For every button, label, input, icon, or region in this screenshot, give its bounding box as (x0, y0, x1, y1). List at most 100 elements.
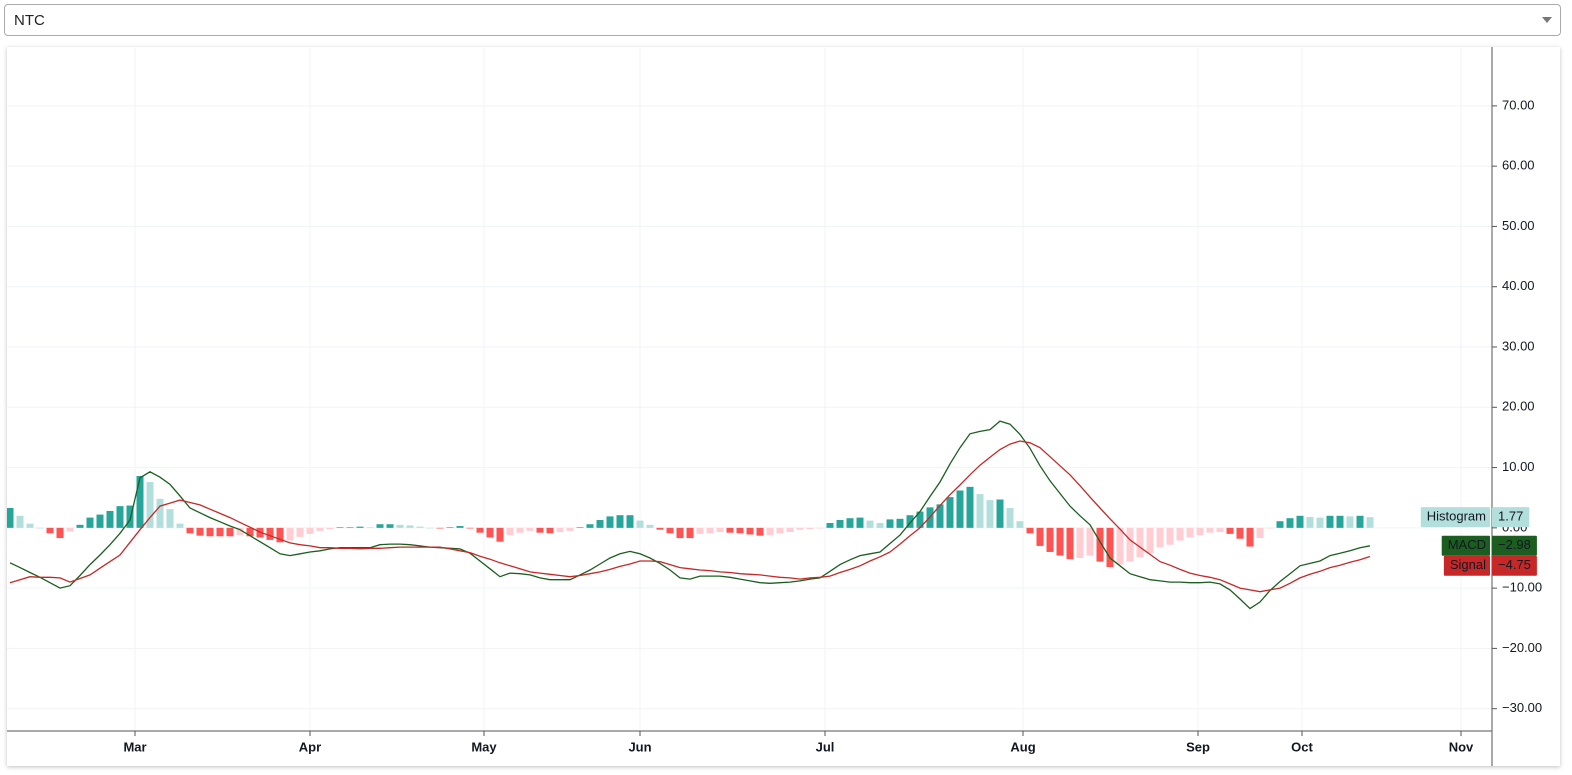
histogram-bar (1306, 516, 1314, 528)
chart: 70.0060.0050.0040.0030.0020.0010.000.00−… (7, 47, 1542, 766)
y-tick-label: 60.00 (1502, 158, 1535, 173)
series-value-box (1492, 555, 1537, 576)
histogram-bar (1316, 517, 1324, 528)
histogram-bar (1326, 515, 1334, 528)
histogram-bar (36, 527, 44, 529)
histogram-bar (1176, 527, 1184, 541)
x-tick-label: Oct (1291, 739, 1313, 754)
histogram-bar (536, 527, 544, 533)
histogram-bar (396, 524, 404, 528)
histogram-bar (136, 476, 144, 528)
histogram-bar (1016, 521, 1024, 528)
chart-card: 70.0060.0050.0040.0030.0020.0010.000.00−… (7, 47, 1560, 766)
histogram-bar (876, 523, 884, 528)
histogram-bar (1126, 527, 1134, 562)
histogram-bar (676, 527, 684, 539)
histogram-bar (486, 527, 494, 538)
y-tick-label: 50.00 (1502, 218, 1535, 233)
histogram-bar (516, 527, 524, 533)
histogram-bar (1006, 507, 1014, 528)
histogram-bar (246, 527, 254, 537)
histogram-bar (626, 515, 634, 528)
histogram-bar (596, 520, 604, 528)
histogram-bar (586, 524, 594, 528)
histogram-bar (76, 524, 84, 528)
last-value-badge: Histogram 1.77 (1420, 507, 1530, 528)
last-value-badge: Signal −4.75 (1443, 555, 1537, 576)
x-tick-label: Sep (1186, 739, 1210, 754)
histogram-bar (1236, 527, 1244, 539)
histogram-bar (1346, 516, 1354, 528)
histogram-bar (636, 520, 644, 528)
histogram-bar (336, 527, 344, 528)
histogram-bar (696, 527, 704, 534)
select-caret (1542, 17, 1552, 23)
histogram-bar (216, 527, 224, 537)
histogram-bar (666, 527, 674, 534)
histogram-bar (1076, 527, 1084, 558)
histogram-bar (756, 527, 764, 536)
histogram-bar (766, 527, 774, 536)
histogram-bar (406, 525, 414, 528)
line (9, 420, 1371, 610)
histogram-bar (1056, 527, 1064, 556)
histogram-bar (1156, 527, 1164, 548)
symbol-select[interactable]: NTC (4, 4, 1561, 36)
histogram-bar (386, 524, 394, 528)
histogram-bar (1036, 527, 1044, 546)
histogram-bar (816, 527, 824, 529)
histogram-bar (286, 527, 294, 541)
histogram-bar (326, 527, 334, 530)
histogram-bar (276, 527, 284, 543)
histogram-bar (886, 519, 894, 528)
histogram-bar (496, 527, 504, 542)
series-name: Signal (1450, 557, 1486, 572)
histogram-bar (956, 490, 964, 528)
histogram-bar (1116, 527, 1124, 565)
series-name-box (1420, 507, 1490, 528)
histogram-bar (616, 515, 624, 528)
histogram-bar (986, 500, 994, 528)
series-value-box (1492, 507, 1530, 528)
histogram-bar (436, 527, 444, 529)
histogram-bar (776, 527, 784, 534)
histogram-bar (806, 527, 814, 530)
histogram-bar (196, 527, 204, 536)
x-tick-label: Jul (816, 739, 835, 754)
histogram-bar (906, 515, 914, 528)
histogram-bar (646, 524, 654, 528)
x-tick-label: May (471, 739, 497, 754)
y-tick-label: −10.00 (1502, 580, 1542, 595)
histogram-bar (1136, 527, 1144, 558)
histogram-bar (546, 527, 554, 534)
y-tick-label: −20.00 (1502, 640, 1542, 655)
histogram-bar (376, 524, 384, 528)
last-value-badge: MACD −2.98 (1441, 535, 1537, 556)
histogram-bar (1026, 527, 1034, 534)
histogram-bar (146, 482, 154, 528)
series-name-box (1443, 555, 1490, 576)
histogram-bar (1356, 515, 1364, 528)
histogram-bar (706, 527, 714, 534)
histogram-bar (426, 527, 434, 529)
histogram-bar (266, 527, 274, 540)
histogram-bar (506, 527, 514, 536)
histogram-bar (896, 518, 904, 528)
histogram-bar (1196, 527, 1204, 536)
histogram-bar (966, 486, 974, 528)
histogram-bar (236, 527, 244, 536)
histogram-bar (1246, 527, 1254, 547)
histogram-bar (116, 506, 124, 528)
histogram-bar (1266, 527, 1274, 529)
histogram-bar (166, 509, 174, 528)
histogram-bar (856, 517, 864, 528)
series-name: Histogram (1427, 509, 1486, 524)
histogram-bar (1046, 527, 1054, 552)
histogram-bar (346, 527, 354, 528)
x-tick-label: Mar (123, 739, 146, 754)
histogram-bar (1256, 527, 1264, 539)
histogram-bar (826, 523, 834, 528)
histogram-bar (186, 527, 194, 534)
histogram-bar (456, 526, 464, 528)
series-value-label: 1.77 (1498, 509, 1523, 524)
